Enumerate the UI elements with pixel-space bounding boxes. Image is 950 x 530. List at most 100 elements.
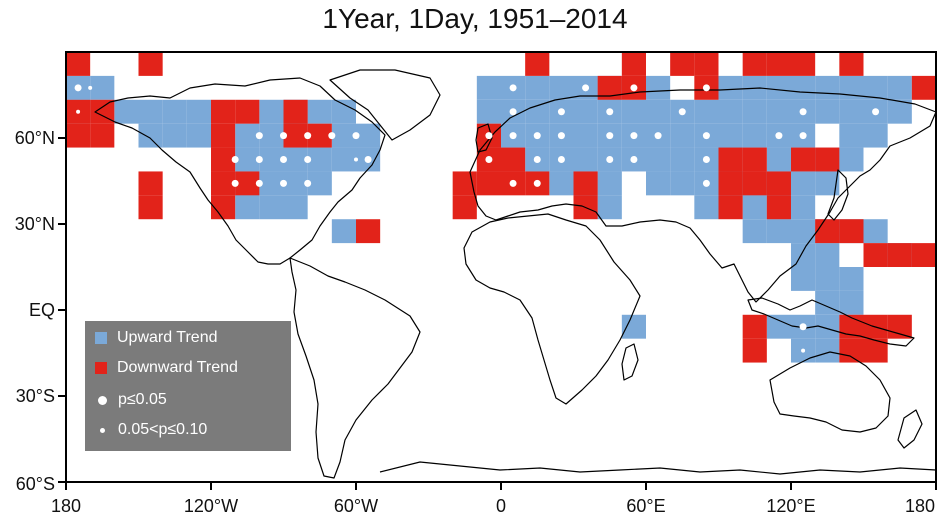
downward-trend-cell [694,52,719,76]
downward-trend-cell [815,147,840,172]
upward-trend-cell [839,147,864,172]
significance-dot-p005 [606,132,614,140]
significance-dot-p005 [799,108,807,116]
upward-trend-cell [549,75,574,100]
upward-trend-cell [766,99,791,124]
downward-trend-cell [211,147,236,172]
upward-trend-cell [742,99,767,124]
downward-trend-cell [742,338,767,363]
upward-trend-cell [138,123,163,148]
upward-trend-cell [887,75,912,100]
grid-cells [66,52,936,363]
significance-dot-p005 [799,323,807,331]
significance-dot-p005 [702,84,710,92]
upward-trend-cell [259,147,284,172]
upward-trend-cell [815,243,840,267]
significance-dot-p005 [255,132,263,140]
downward-trend-cell [476,171,501,196]
significance-dot-p005 [702,156,710,163]
upward-trend-cell [597,195,622,220]
significance-dot-p005 [872,108,880,116]
upward-trend-cell [331,99,356,124]
upward-trend-cell [90,75,115,100]
significance-dots [74,84,880,378]
legend-p1-label: p≤0.05 [118,391,167,408]
upward-trend-cell [259,171,284,196]
significance-dot-p005 [533,132,541,140]
legend-downward: Downward Trend [95,359,238,377]
upward-trend-cell [331,147,356,172]
madagascar-outline [621,343,639,381]
upward-trend-cell [597,171,622,196]
upward-trend-cell [573,123,598,148]
significance-dot-p005 [630,156,638,163]
significance-dot-p005 [606,108,614,116]
upward-trend-cell [766,219,791,244]
north-america-outline [94,77,386,265]
upward-trend-cell [162,99,187,124]
downward-trend-cell [766,52,791,76]
significance-dot-p005 [606,156,614,163]
significance-dot-p005 [509,132,517,140]
downward-trend-cell [452,171,477,196]
upward-trend-cell [525,75,550,100]
significance-dot-p010 [801,348,806,353]
upward-trend-cell [549,171,574,196]
legend-p2: 0.05<p≤0.10 [95,421,207,439]
significance-dot-p005 [485,156,493,163]
downward-trend-cell [501,147,526,172]
downward-trend-cell [90,123,115,148]
y-tick-label: 60°S [16,474,55,494]
x-tick-label: 180 [905,496,935,516]
significance-dot-p005 [533,179,541,187]
upward-trend-cell [162,123,187,148]
upward-trend-cell [525,99,550,124]
upward-trend-cell [670,123,695,148]
upward-trend-cell [356,123,381,148]
upward-trend-cell [331,219,356,244]
upward-trend-cell [646,99,671,124]
upward-trend-cell [694,99,719,124]
y-tick-labels: 60°N 30°N EQ 30°S 60°S [15,128,55,494]
upward-trend-cell [718,75,743,100]
upward-trend-cell [621,314,646,339]
significance-dot-p005 [280,132,287,140]
eurasia-outline [469,87,937,303]
downward-trend-cell [863,243,888,267]
downward-trend-cell [815,219,840,244]
downward-trend-cell [525,52,550,76]
upward-trend-cell [235,195,260,220]
upward-trend-cell [887,99,912,124]
upward-trend-cell [742,195,767,220]
significance-dot-p005 [509,84,517,92]
downward-trend-cell [452,195,477,220]
downward-trend-cell [791,147,816,172]
downward-trend-cell [621,52,646,76]
upward-trend-cell [766,314,791,339]
uk-outline [475,123,493,153]
downward-trend-cell [742,171,767,196]
upward-swatch-icon [95,332,107,344]
upward-trend-cell [283,171,308,196]
significance-dot-p010 [511,109,516,114]
significance-dot-p005 [630,84,638,92]
downward-trend-cell [718,171,743,196]
africa-outline [463,213,641,405]
significance-dot-p005 [678,108,686,116]
upward-trend-cell [839,99,864,124]
upward-trend-cell [815,99,840,124]
upward-trend-cell [766,75,791,100]
small-dot-icon [100,427,105,433]
south-america-outline [289,257,421,479]
downward-trend-cell [211,171,236,196]
x-tick-label: 120°E [766,496,815,516]
legend-p1: p≤0.05 [95,391,167,409]
significance-dot-p005 [280,156,287,163]
upward-trend-cell [476,99,501,124]
upward-trend-cell [791,171,816,196]
upward-trend-cell [742,123,767,148]
upward-trend-cell [815,171,840,196]
downward-trend-cell [839,219,864,244]
downward-trend-cell [211,99,236,124]
